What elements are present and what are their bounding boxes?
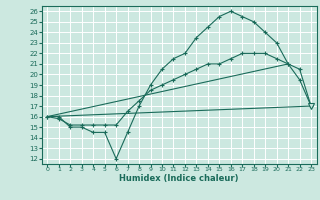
X-axis label: Humidex (Indice chaleur): Humidex (Indice chaleur)	[119, 174, 239, 183]
